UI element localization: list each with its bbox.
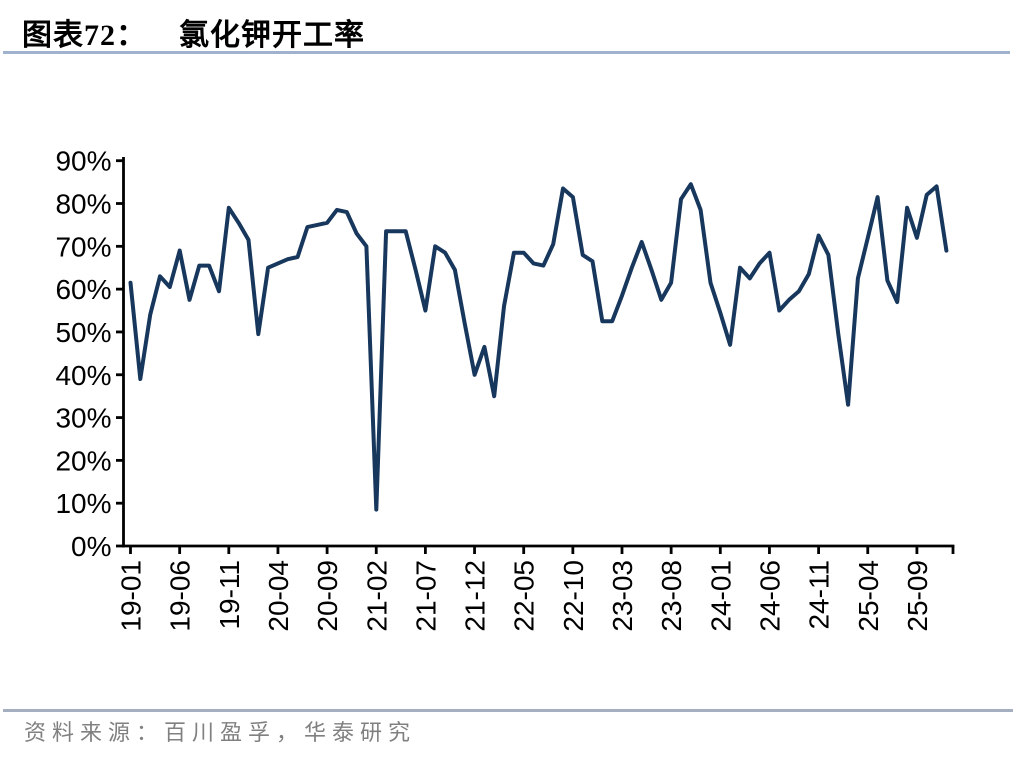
- x-tick-label: 21-02: [361, 560, 392, 632]
- y-tick-label: 0%: [71, 531, 111, 562]
- y-tick-label: 90%: [55, 146, 111, 177]
- x-tick-label: 21-07: [410, 560, 441, 632]
- y-tick-label: 30%: [55, 403, 111, 434]
- y-tick-label: 80%: [55, 189, 111, 220]
- x-tick-label: 22-05: [509, 560, 540, 632]
- x-tick-label: 20-09: [312, 560, 343, 632]
- x-tick-label: 23-03: [607, 560, 638, 632]
- y-tick-label: 40%: [55, 360, 111, 391]
- figure-name: 氯化钾开工率: [179, 19, 365, 52]
- x-tick-label: 23-08: [656, 560, 687, 632]
- y-tick-label: 50%: [55, 317, 111, 348]
- y-tick-label: 10%: [55, 488, 111, 519]
- x-tick-label: 24-11: [804, 560, 835, 630]
- title-underline: [3, 51, 1010, 54]
- x-tick-label: 19-01: [116, 560, 147, 632]
- x-tick-label: 19-11: [214, 560, 245, 630]
- figure-label: 图表72：: [22, 19, 147, 52]
- y-tick-label: 70%: [55, 231, 111, 262]
- x-tick-label: 24-01: [705, 560, 736, 632]
- figure-title: 图表72： 氯化钾开工率: [22, 10, 365, 54]
- source-text: 资料来源：百川盈孚，华泰研究: [24, 720, 417, 745]
- footer-divider: [3, 709, 1013, 712]
- x-tick-label: 22-10: [558, 560, 589, 632]
- x-tick-label: 21-12: [460, 560, 491, 632]
- y-tick-label: 20%: [55, 445, 111, 476]
- x-tick-label: 24-06: [754, 560, 785, 632]
- x-tick-label: 20-04: [263, 560, 294, 632]
- series-line: [128, 182, 949, 512]
- x-tick-label: 25-09: [902, 560, 933, 632]
- y-tick-label: 60%: [55, 274, 111, 305]
- x-tick-label: 19-06: [165, 560, 196, 632]
- x-tick-label: 25-04: [853, 560, 884, 632]
